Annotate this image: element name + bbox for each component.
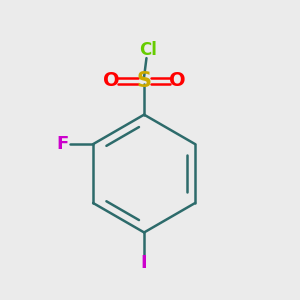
- Text: I: I: [141, 254, 147, 272]
- Text: Cl: Cl: [139, 41, 157, 59]
- Text: O: O: [169, 71, 185, 90]
- Text: O: O: [103, 71, 119, 90]
- Text: F: F: [57, 135, 69, 153]
- Text: S: S: [136, 71, 152, 91]
